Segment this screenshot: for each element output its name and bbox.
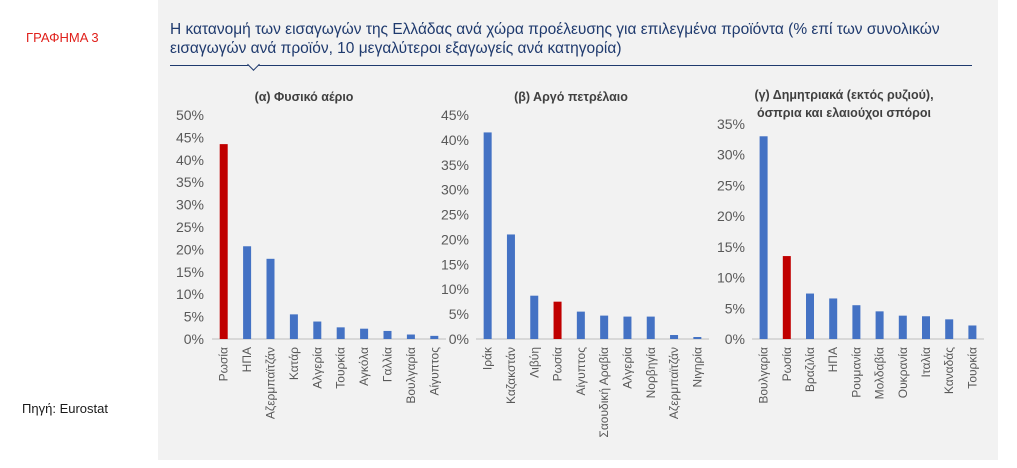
- natural-gas-bar: [266, 258, 275, 339]
- crude-oil-bar: [553, 301, 562, 339]
- crude-oil-y-tick-label: 30%: [441, 182, 469, 198]
- cereals-bar: [852, 305, 861, 339]
- figure-title: Η κατανομή των εισαγωγών της Ελλάδας ανά…: [170, 21, 940, 57]
- crude-oil-bar: [623, 316, 632, 339]
- cereals-y-tick-label: 0%: [725, 331, 745, 347]
- cereals-bar: [806, 293, 814, 339]
- natural-gas-y-tick-label: 5%: [184, 309, 204, 325]
- cereals-bar: [898, 315, 907, 339]
- figure-label: ΓΡΑΦΗΜΑ 3: [26, 30, 99, 45]
- crude-oil-x-tick-label: Σαουδική Αραβία: [597, 347, 611, 438]
- natural-gas-bar: [289, 314, 298, 339]
- crude-oil-x-tick-label: Νιγηρία: [690, 347, 704, 387]
- natural-gas-y-tick-label: 40%: [176, 152, 204, 168]
- cereals-chart-title: όσπρια και ελαιούχοι σπόροι: [757, 106, 932, 120]
- natural-gas-x-tick-label: Τουρκία: [334, 347, 348, 389]
- cereals-x-tick-label: Μολδαβία: [873, 347, 887, 399]
- crude-oil-bar: [600, 315, 609, 339]
- natural-gas-y-tick-label: 0%: [184, 331, 204, 347]
- crude-oil-bar: [693, 337, 702, 339]
- natural-gas-x-tick-label: Κατάρ: [287, 347, 301, 380]
- cereals-y-tick-label: 5%: [725, 300, 745, 316]
- cereals-bar: [782, 256, 791, 339]
- natural-gas-x-tick-label: Βουλγαρία: [404, 347, 418, 404]
- cereals-y-tick-label: 10%: [717, 270, 745, 286]
- natural-gas-bar: [219, 144, 228, 339]
- natural-gas-x-tick-label: Αζερμπαϊτζάν: [264, 347, 278, 419]
- crude-oil-y-tick-label: 35%: [441, 157, 469, 173]
- crude-oil-y-tick-label: 10%: [441, 281, 469, 297]
- cereals-x-tick-label: Βουλγαρία: [757, 347, 771, 404]
- crude-oil-x-tick-label: Λιβύη: [527, 347, 541, 378]
- cereals-y-tick-label: 30%: [717, 147, 745, 163]
- natural-gas-y-tick-label: 45%: [176, 129, 204, 145]
- natural-gas-y-tick-label: 20%: [176, 241, 204, 257]
- crude-oil-y-tick-label: 25%: [441, 207, 469, 223]
- cereals-x-tick-label: Ρουμανία: [849, 347, 863, 398]
- crude-oil-y-tick-label: 20%: [441, 231, 469, 247]
- crude-oil-y-tick-label: 5%: [449, 306, 469, 322]
- cereals-y-tick-label: 35%: [717, 116, 745, 132]
- source-note: Πηγή: Eurostat: [22, 401, 108, 416]
- natural-gas-bar: [313, 321, 322, 339]
- cereals-x-tick-label: Ρωσία: [780, 347, 794, 381]
- crude-oil-x-tick-label: Νορβηγία: [644, 347, 658, 398]
- crude-oil-y-tick-label: 45%: [441, 107, 469, 123]
- natural-gas-x-tick-label: Γαλλία: [381, 347, 395, 382]
- natural-gas-x-tick-label: Αίγυπτος: [427, 347, 441, 396]
- crude-oil-y-tick-label: 0%: [449, 331, 469, 347]
- natural-gas-x-tick-label: Αγκόλα: [357, 347, 371, 386]
- cereals-y-tick-label: 20%: [717, 208, 745, 224]
- charts-area: (α) Φυσικό αέριο 0% 5% 10% 15% 20% 25% 30% 35% 40…: [176, 88, 984, 438]
- cereals-x-tick-label: Βραζιλία: [803, 347, 817, 392]
- natural-gas-x-tick-label: Ρωσία: [217, 347, 231, 381]
- cereals-x-tick-label: Τουρκία: [965, 347, 979, 389]
- crude-oil-y-tick-label: 15%: [441, 256, 469, 272]
- crude-oil-x-tick-label: Καζακστάν: [504, 347, 518, 404]
- natural-gas-y-tick-label: 15%: [176, 264, 204, 280]
- cereals-x-tick-label: Καναδάς: [942, 347, 956, 394]
- cereals-chart-title: (γ) Δημητριακά (εκτός ρυζιού),: [754, 88, 933, 102]
- natural-gas-bar: [383, 330, 392, 339]
- natural-gas-bar: [430, 335, 439, 339]
- cereals-bar: [968, 325, 977, 339]
- cereals-x-tick-label: Ουκρανία: [896, 347, 910, 398]
- cereals-y-tick-label: 25%: [717, 177, 745, 193]
- cereals-x-tick-label: ΗΠΑ: [826, 347, 840, 372]
- cereals-bar: [759, 136, 768, 339]
- natural-gas-x-tick-label: ΗΠΑ: [240, 347, 254, 372]
- crude-oil-y-tick-label: 40%: [441, 132, 469, 148]
- natural-gas-x-tick-label: Αλγερία: [310, 347, 324, 389]
- natural-gas-y-tick-label: 50%: [176, 107, 204, 123]
- natural-gas-y-tick-label: 25%: [176, 219, 204, 235]
- natural-gas-chart-title: (α) Φυσικό αέριο: [255, 90, 354, 104]
- crude-oil-bar: [646, 316, 655, 339]
- crude-oil-x-tick-label: Ρωσία: [551, 347, 565, 381]
- natural-gas-bar: [360, 328, 369, 339]
- natural-gas-y-tick-label: 35%: [176, 174, 204, 190]
- crude-oil-bar: [530, 295, 539, 339]
- crude-oil-x-tick-label: Αλγερία: [620, 347, 634, 389]
- cereals-bar: [875, 311, 884, 339]
- cereals-bar: [922, 316, 930, 339]
- natural-gas-bar: [336, 327, 345, 339]
- natural-gas-y-tick-label: 10%: [176, 286, 204, 302]
- cereals-bar: [829, 298, 838, 339]
- crude-oil-x-tick-label: Αζερμπαϊτζάν: [667, 347, 681, 419]
- cereals-y-tick-label: 15%: [717, 239, 745, 255]
- natural-gas-y-tick-label: 30%: [176, 197, 204, 213]
- crude-oil-bar: [576, 311, 585, 339]
- crude-oil-x-tick-label: Αίγυπτος: [574, 347, 588, 396]
- chart-panel: Η κατανομή των εισαγωγών της Ελλάδας ανά…: [158, 0, 998, 460]
- cereals-bar: [945, 319, 954, 339]
- natural-gas-bar: [406, 334, 415, 339]
- cereals-x-tick-label: Ιταλία: [919, 347, 933, 378]
- crude-oil-x-tick-label: Ιράκ: [481, 346, 495, 370]
- crude-oil-bar: [670, 335, 679, 339]
- crude-oil-chart-title: (β) Αργό πετρέλαιο: [514, 90, 628, 104]
- title-rule: [170, 65, 972, 66]
- crude-oil-bar: [483, 132, 492, 339]
- natural-gas-bar: [243, 246, 252, 339]
- crude-oil-bar: [506, 234, 515, 339]
